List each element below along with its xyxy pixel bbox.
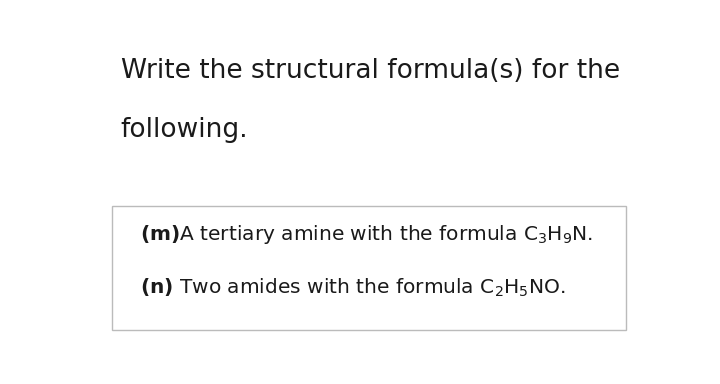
Text: $\mathbf{(m)}$$\mathrm{A\ tertiary\ amine\ with\ the\ formula\ C_3H_9N.}$: $\mathbf{(m)}$$\mathrm{A\ tertiary\ amin… [140,223,593,247]
Text: $\mathbf{(n)}$$\mathrm{\ Two\ amides\ with\ the\ formula\ C_2H_5NO.}$: $\mathbf{(n)}$$\mathrm{\ Two\ amides\ wi… [140,277,566,299]
FancyBboxPatch shape [112,206,626,330]
Text: Write the structural formula(s) for the: Write the structural formula(s) for the [121,58,620,84]
Text: following.: following. [121,117,248,143]
